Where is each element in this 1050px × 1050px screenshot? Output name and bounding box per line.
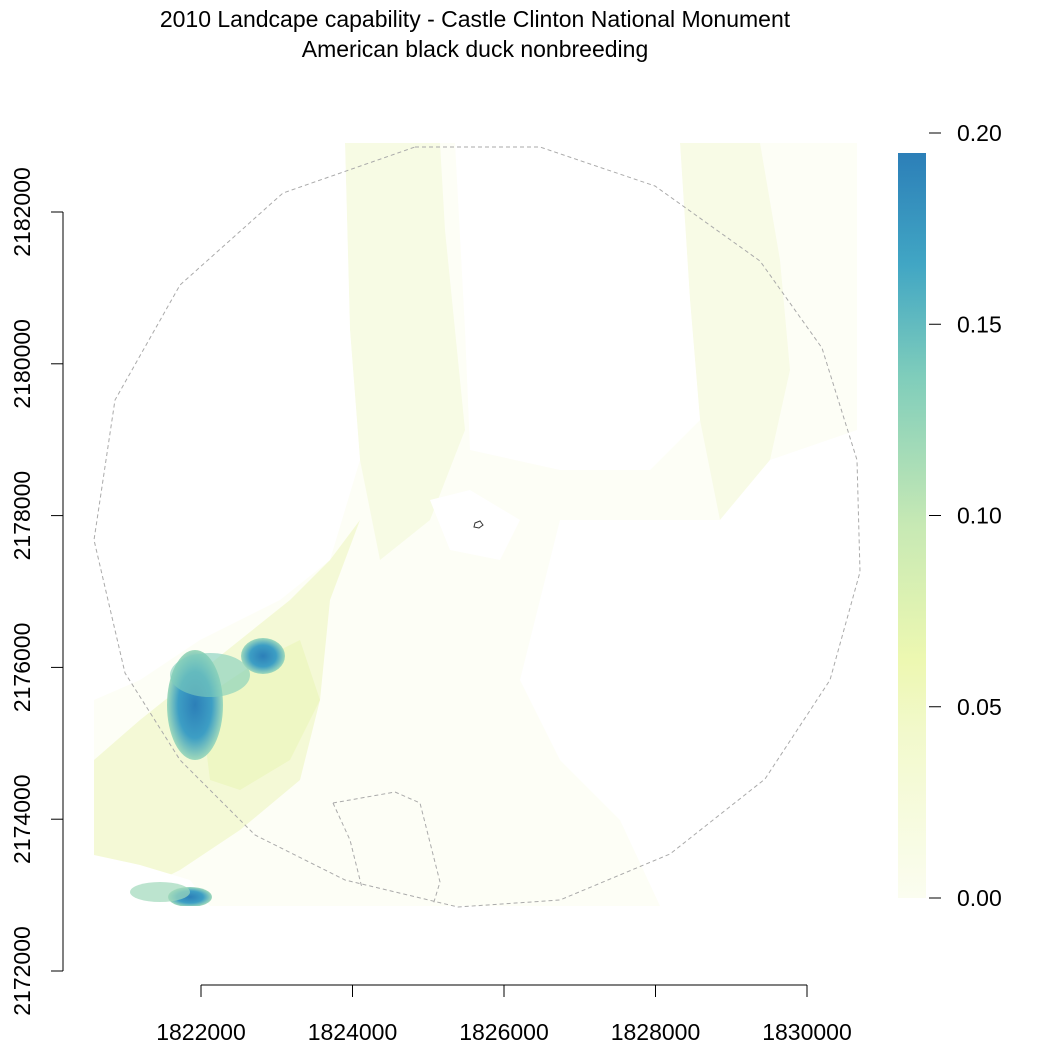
raster-water-west <box>94 143 360 700</box>
raster-mid-patch-south <box>130 882 190 902</box>
raster-high-patch-edge <box>170 653 250 697</box>
raster-green-strip <box>200 640 320 790</box>
capability-raster <box>94 143 857 906</box>
x-tick-label: 1826000 <box>459 1019 549 1045</box>
raster-east-strip <box>680 143 790 520</box>
map-title: 2010 Landcape capability - Castle Clinto… <box>159 6 791 32</box>
legend-tick-label: 0.10 <box>957 503 1002 529</box>
raster-water-north <box>455 143 700 470</box>
legend-tick-label: 0.00 <box>957 885 1002 911</box>
raster-high-patch-ne <box>241 638 285 674</box>
legend: 0.00 0.05 0.10 0.15 0.20 <box>898 120 1002 911</box>
x-tick-label: 1824000 <box>308 1019 398 1045</box>
legend-colorbar <box>898 153 926 898</box>
y-tick-label: 2172000 <box>9 926 35 1016</box>
buffer-boundary <box>93 146 861 908</box>
y-tick-label: 2176000 <box>9 623 35 713</box>
legend-tick-label: 0.05 <box>957 694 1002 720</box>
raster-water-east <box>520 430 857 906</box>
y-tick-label: 2174000 <box>9 774 35 864</box>
legend-tick-label: 0.20 <box>957 120 1002 146</box>
legend-tick-label: 0.15 <box>957 311 1002 337</box>
y-tick-label: 2178000 <box>9 471 35 561</box>
county-boundary <box>332 791 441 906</box>
y-tick-label: 2182000 <box>9 167 35 257</box>
raster-north-strip <box>345 143 465 560</box>
y-tick-label: 2180000 <box>9 319 35 409</box>
legend-ticks: 0.00 0.05 0.10 0.15 0.20 <box>929 120 1002 911</box>
map-subtitle: American black duck nonbreeding <box>301 36 649 62</box>
park-outline <box>473 520 484 529</box>
y-axis: 2172000 2174000 2176000 2178000 2180000 21820… <box>9 167 64 1016</box>
x-tick-label: 1830000 <box>762 1019 852 1045</box>
x-tick-label: 1828000 <box>611 1019 701 1045</box>
x-axis: 1822000 1824000 1826000 1828000 1830000 <box>156 984 852 1045</box>
x-tick-label: 1822000 <box>156 1019 246 1045</box>
